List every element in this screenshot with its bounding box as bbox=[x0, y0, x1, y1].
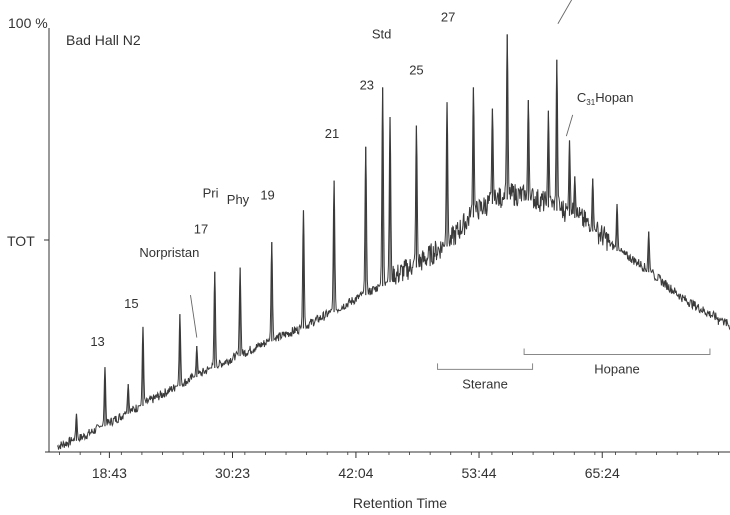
annotation-label: C31Hopan bbox=[577, 90, 634, 107]
x-axis-ticks: 18:43 30:23 42:04 53:44 65:24 bbox=[59, 452, 719, 481]
y-axis-mid-label: TOT bbox=[7, 233, 35, 249]
x-tick-label: 30:23 bbox=[215, 465, 250, 481]
plot-area bbox=[56, 34, 730, 450]
peak-label: Pri bbox=[203, 186, 219, 201]
peak-label: Phy bbox=[227, 192, 250, 207]
peak-label: 23 bbox=[360, 77, 374, 92]
annotation-leader bbox=[557, 0, 573, 24]
peak-label: 27 bbox=[441, 10, 455, 25]
peak-label: Std bbox=[372, 27, 392, 42]
peak-label: 21 bbox=[325, 126, 339, 141]
peak-label: Norpristan bbox=[139, 245, 199, 260]
chart-title: Bad Hall N2 bbox=[66, 32, 141, 48]
peak-label: 13 bbox=[90, 334, 104, 349]
peak-label: 25 bbox=[409, 63, 423, 78]
annotation-leader bbox=[190, 295, 198, 338]
x-tick-label: 53:44 bbox=[462, 465, 497, 481]
peak-label: 15 bbox=[124, 296, 138, 311]
range-bracket bbox=[437, 363, 534, 370]
annotation-leader bbox=[565, 114, 574, 137]
y-axis-top-label: 100 % bbox=[8, 15, 48, 31]
peak-label: 19 bbox=[260, 188, 274, 203]
range-bracket bbox=[523, 348, 711, 355]
peak-labels: 1315Norpristan17PriPhy192123Std25272931 bbox=[90, 10, 455, 349]
compound-ranges: Sterane Hopane bbox=[437, 348, 711, 391]
range-label: Hopane bbox=[594, 361, 640, 376]
x-axis-label: Retention Time bbox=[353, 495, 447, 511]
signal-trace bbox=[56, 34, 730, 450]
x-tick-label: 18:43 bbox=[92, 465, 127, 481]
x-tick-label: 65:24 bbox=[585, 465, 620, 481]
peak-label: 17 bbox=[194, 222, 208, 237]
annotations: C30HopanC31Hopan bbox=[190, 0, 634, 338]
range-label: Sterane bbox=[462, 376, 508, 391]
x-tick-label: 42:04 bbox=[338, 465, 373, 481]
